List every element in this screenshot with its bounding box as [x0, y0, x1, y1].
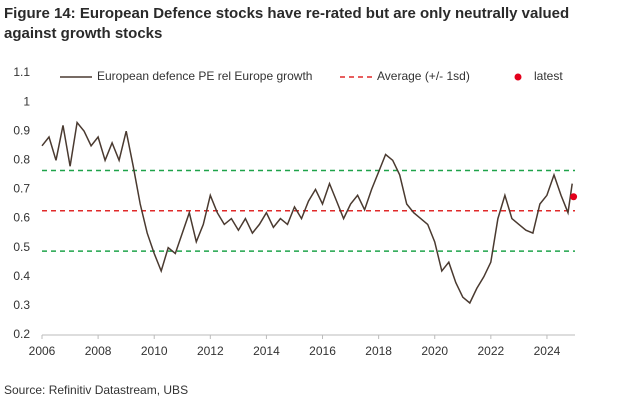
- y-tick-label: 0.7: [13, 182, 30, 196]
- x-tick-label: 2010: [141, 344, 168, 358]
- x-tick-label: 2014: [253, 344, 280, 358]
- y-tick-label: 0.6: [13, 211, 30, 225]
- x-tick-label: 2022: [477, 344, 504, 358]
- source-note: Source: Refinitiv Datastream, UBS: [4, 383, 188, 397]
- chart-title-line: Figure 14: European Defence stocks have …: [4, 5, 569, 22]
- legend-swatch: [514, 73, 522, 81]
- legend-bg: [50, 67, 570, 87]
- y-tick-label: 0.4: [13, 269, 30, 283]
- chart-title-line: against growth stocks: [4, 25, 162, 42]
- series-line: [41, 120, 573, 305]
- x-tick-label: 2018: [365, 344, 392, 358]
- x-tick-label: 2020: [421, 344, 448, 358]
- legend-label: latest: [534, 69, 563, 83]
- x-tick-label: 2016: [309, 344, 336, 358]
- legend-label: European defence PE rel Europe growth: [97, 69, 312, 83]
- y-tick-label: 1.1: [13, 65, 30, 79]
- latest-point: [570, 193, 578, 201]
- y-tick-label: 0.9: [13, 123, 30, 137]
- legend-label: Average (+/- 1sd): [377, 69, 470, 83]
- y-tick-label: 0.3: [13, 298, 30, 312]
- x-tick-label: 2008: [85, 344, 112, 358]
- y-tick-label: 0.2: [13, 327, 30, 341]
- y-tick-label: 0.5: [13, 240, 30, 254]
- x-tick-label: 2006: [29, 344, 56, 358]
- y-tick-label: 0.8: [13, 153, 30, 167]
- x-tick-label: 2024: [534, 344, 561, 358]
- x-tick-label: 2012: [197, 344, 224, 358]
- y-tick-label: 1: [23, 94, 30, 108]
